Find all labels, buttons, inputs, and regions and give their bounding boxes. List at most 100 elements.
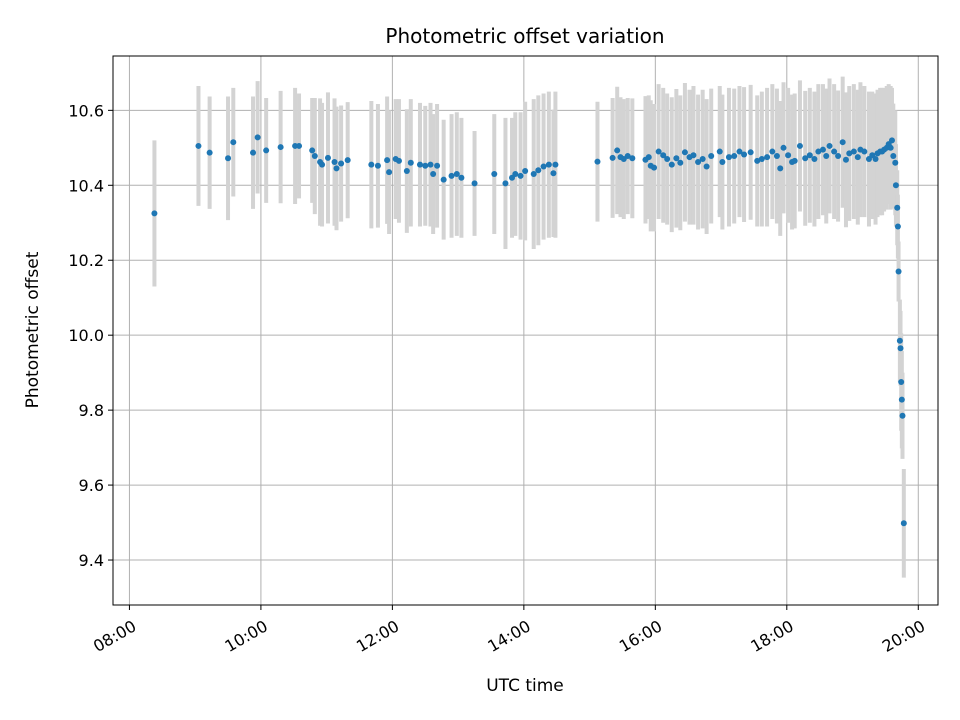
data-point — [892, 159, 899, 166]
data-point — [815, 148, 822, 155]
data-point — [898, 379, 905, 386]
data-point — [331, 159, 338, 166]
data-point — [806, 152, 813, 159]
data-point — [338, 160, 345, 167]
data-point — [609, 154, 616, 161]
data-point — [826, 142, 833, 149]
data-point — [517, 172, 524, 179]
data-point — [440, 176, 447, 183]
data-point — [655, 148, 662, 155]
data-point — [458, 174, 465, 181]
data-point — [254, 134, 261, 141]
y-axis: 9.4 9.6 9.8 10.0 10.2 10.4 10.6 — [68, 101, 113, 570]
data-point — [819, 146, 826, 153]
data-point — [471, 180, 478, 187]
data-point — [719, 159, 726, 166]
data-point — [741, 151, 748, 158]
y-tick-label: 10.2 — [68, 251, 104, 270]
data-point — [831, 148, 838, 155]
data-point — [535, 167, 542, 174]
data-point — [895, 268, 902, 275]
data-point — [846, 150, 853, 157]
data-point — [754, 157, 761, 164]
data-point — [453, 171, 460, 178]
data-point — [681, 149, 688, 156]
data-point — [319, 161, 326, 168]
data-point — [773, 153, 780, 160]
data-point — [758, 156, 765, 163]
data-point — [677, 159, 684, 166]
data-point — [296, 142, 303, 149]
data-point — [872, 156, 879, 163]
data-point — [530, 171, 537, 178]
data-point — [699, 156, 706, 163]
data-point — [491, 171, 498, 178]
data-point — [708, 153, 715, 160]
data-point — [407, 159, 414, 166]
data-point — [430, 171, 437, 178]
data-point — [695, 159, 702, 166]
data-point — [890, 153, 897, 160]
data-point — [151, 210, 158, 217]
data-point — [900, 520, 907, 527]
data-point — [796, 142, 803, 149]
data-point — [716, 148, 723, 155]
data-point — [842, 156, 849, 163]
data-point — [384, 157, 391, 164]
data-point — [835, 153, 842, 160]
data-points — [151, 134, 907, 527]
data-point — [854, 154, 861, 161]
y-tick-label: 9.8 — [79, 401, 104, 420]
data-point — [892, 182, 899, 189]
data-point — [668, 161, 675, 168]
data-point — [512, 171, 519, 178]
plot-frame — [112, 55, 939, 606]
data-point — [263, 147, 270, 154]
data-point — [448, 172, 455, 179]
data-point — [780, 144, 787, 151]
data-point — [540, 163, 547, 170]
data-point — [747, 149, 754, 156]
data-point — [324, 154, 331, 161]
data-point — [422, 162, 429, 169]
y-axis-label: Photometric offset — [23, 251, 43, 408]
data-point — [839, 139, 846, 146]
y-tick-label: 10.0 — [68, 326, 104, 345]
chart-title: Photometric offset variation — [385, 24, 664, 48]
data-point — [434, 162, 441, 169]
data-point — [250, 149, 257, 156]
data-point — [309, 147, 316, 154]
data-point — [887, 144, 894, 151]
data-point — [195, 142, 202, 149]
y-tick-label: 10.6 — [68, 101, 104, 120]
data-point — [736, 148, 743, 155]
data-point — [427, 161, 434, 168]
data-point — [594, 158, 601, 165]
data-point — [206, 149, 213, 156]
data-point — [277, 144, 284, 151]
data-point — [896, 337, 903, 344]
data-point — [785, 152, 792, 159]
data-point — [416, 161, 423, 168]
data-point — [898, 396, 905, 403]
data-point — [769, 148, 776, 155]
data-point — [225, 155, 232, 162]
data-point — [897, 345, 904, 352]
y-tick-label: 9.4 — [79, 551, 104, 570]
data-point — [725, 154, 732, 161]
data-point — [550, 170, 557, 177]
data-point — [645, 154, 652, 161]
data-point — [703, 163, 710, 170]
data-point — [850, 148, 857, 155]
data-point — [899, 412, 906, 419]
data-point — [395, 157, 402, 164]
data-point — [502, 180, 509, 187]
data-point — [894, 223, 901, 230]
y-tick-label: 10.4 — [68, 176, 104, 195]
data-point — [614, 147, 621, 154]
data-point — [811, 156, 818, 163]
data-point — [764, 154, 771, 161]
data-point — [673, 155, 680, 162]
data-point — [374, 162, 381, 169]
